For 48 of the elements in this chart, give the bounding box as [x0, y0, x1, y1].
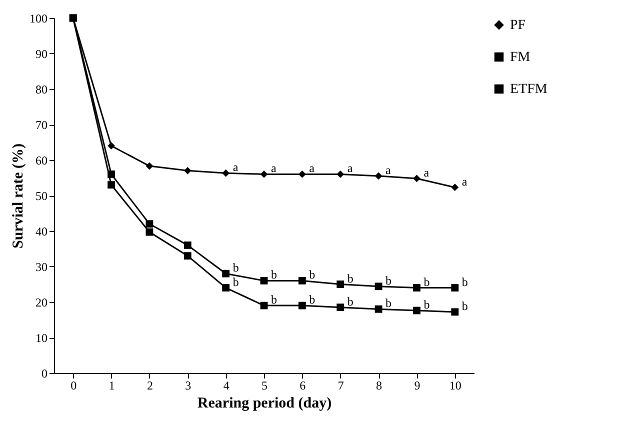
x-tick-label: 10: [449, 378, 462, 392]
y-tick-label: 70: [36, 118, 48, 132]
y-tick-label: 10: [36, 331, 48, 345]
x-tick-label: 9: [414, 378, 420, 392]
y-tick-label: 50: [36, 189, 48, 203]
annotation: b: [271, 292, 277, 307]
x-tick-label: 5: [262, 378, 268, 392]
y-tick-label: 30: [36, 260, 48, 274]
x-tick-label: 4: [223, 378, 230, 392]
annotation: a: [462, 174, 468, 188]
annotation: b: [347, 271, 354, 286]
annotation: b: [424, 298, 430, 312]
annotation: b: [232, 274, 239, 289]
annotation: b: [232, 260, 239, 275]
annotation: b: [386, 273, 392, 288]
x-axis-title: Rearing period (day): [197, 396, 332, 412]
x-tick-label: 2: [146, 378, 153, 392]
annotation: a: [424, 165, 430, 180]
y-tick-label: 100: [30, 12, 48, 26]
annotation: a: [347, 161, 354, 176]
x-tick-label: 6: [300, 378, 306, 392]
annotation: a: [271, 161, 277, 176]
annotation: b: [309, 268, 316, 282]
annotation: b: [347, 294, 354, 308]
y-tick-label: 60: [36, 154, 48, 168]
y-axis-title: Survial rate (%): [10, 144, 26, 248]
annotation: b: [271, 268, 277, 282]
y-tick-label: 20: [36, 296, 48, 310]
annotation: a: [309, 161, 316, 176]
y-tick-label: 40: [36, 224, 48, 238]
x-tick-label: 0: [70, 378, 77, 392]
x-tick-label: 1: [108, 378, 115, 392]
annotation: b: [462, 274, 468, 289]
legend-label: PF: [510, 18, 526, 33]
annotation: a: [232, 160, 239, 174]
annotation: b: [386, 296, 392, 310]
annotation: a: [386, 162, 392, 177]
y-tick-label: 0: [42, 366, 48, 380]
x-tick-label: 3: [185, 378, 192, 392]
legend-label: FM: [510, 50, 531, 65]
annotation: b: [309, 292, 316, 307]
x-tick-label: 8: [376, 378, 382, 392]
legend-label: ETFM: [510, 82, 548, 97]
y-tick-label: 90: [36, 47, 48, 61]
annotation: b: [462, 298, 468, 313]
x-tick-label: 7: [338, 378, 344, 392]
annotation: b: [424, 274, 430, 289]
y-tick-label: 80: [36, 82, 48, 96]
